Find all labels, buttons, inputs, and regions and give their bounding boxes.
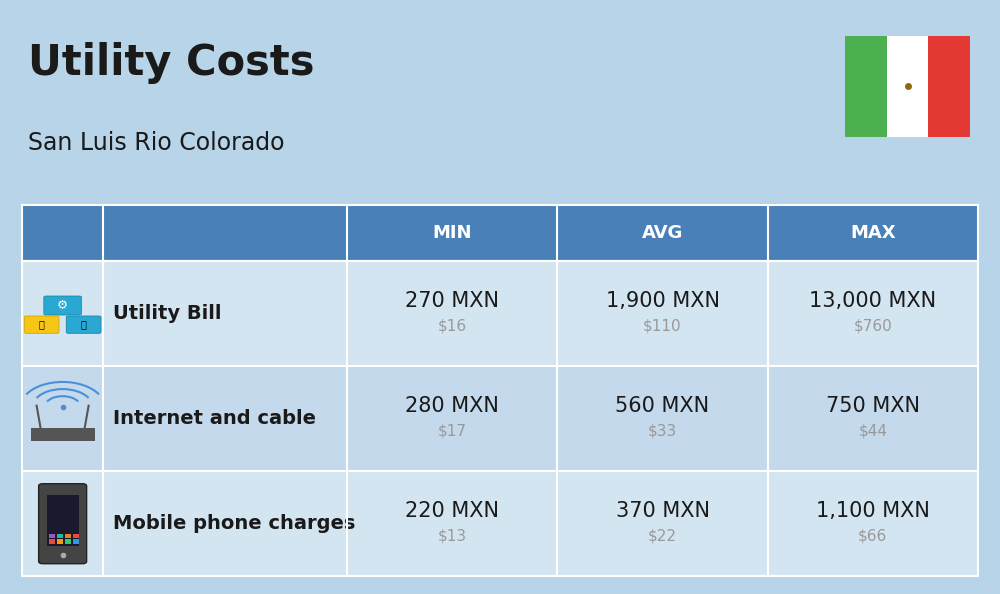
- Text: 💧: 💧: [81, 320, 87, 330]
- Text: ⚙: ⚙: [57, 299, 68, 312]
- FancyBboxPatch shape: [44, 296, 81, 315]
- Bar: [47, 495, 79, 546]
- Text: $44: $44: [858, 424, 887, 439]
- Text: AVG: AVG: [642, 224, 683, 242]
- Bar: [57, 539, 63, 544]
- Text: Internet and cable: Internet and cable: [113, 409, 316, 428]
- Bar: [887, 36, 928, 137]
- Bar: [22, 471, 978, 576]
- Bar: [845, 36, 887, 137]
- Text: MIN: MIN: [432, 224, 472, 242]
- Bar: [73, 534, 79, 538]
- FancyBboxPatch shape: [24, 316, 59, 333]
- FancyBboxPatch shape: [39, 484, 87, 564]
- Text: $33: $33: [648, 424, 677, 439]
- Text: $13: $13: [438, 529, 467, 544]
- FancyBboxPatch shape: [66, 316, 101, 333]
- Text: 280 MXN: 280 MXN: [405, 396, 499, 416]
- Bar: [928, 36, 970, 137]
- Text: $17: $17: [438, 424, 467, 439]
- Text: $110: $110: [643, 319, 682, 334]
- Text: Utility Costs: Utility Costs: [28, 42, 314, 84]
- Bar: [31, 428, 95, 441]
- Bar: [57, 534, 63, 538]
- Text: 270 MXN: 270 MXN: [405, 291, 499, 311]
- Text: $66: $66: [858, 529, 887, 544]
- Text: 13,000 MXN: 13,000 MXN: [809, 291, 936, 311]
- Bar: [73, 539, 79, 544]
- Text: $760: $760: [853, 319, 892, 334]
- Text: 220 MXN: 220 MXN: [405, 501, 499, 521]
- Text: 370 MXN: 370 MXN: [616, 501, 710, 521]
- Text: $22: $22: [648, 529, 677, 544]
- Bar: [65, 539, 71, 544]
- Bar: [65, 534, 71, 538]
- Bar: [22, 205, 978, 261]
- Text: San Luis Rio Colorado: San Luis Rio Colorado: [28, 131, 285, 154]
- Bar: [49, 539, 55, 544]
- Text: Mobile phone charges: Mobile phone charges: [113, 514, 356, 533]
- Text: 🔌: 🔌: [39, 320, 45, 330]
- Text: 750 MXN: 750 MXN: [826, 396, 920, 416]
- Bar: [22, 366, 978, 471]
- Bar: [49, 534, 55, 538]
- Text: MAX: MAX: [850, 224, 896, 242]
- Text: Utility Bill: Utility Bill: [113, 304, 222, 323]
- Text: $16: $16: [438, 319, 467, 334]
- Bar: [22, 261, 978, 366]
- Text: 1,900 MXN: 1,900 MXN: [606, 291, 720, 311]
- Text: 1,100 MXN: 1,100 MXN: [816, 501, 930, 521]
- Text: 560 MXN: 560 MXN: [615, 396, 710, 416]
